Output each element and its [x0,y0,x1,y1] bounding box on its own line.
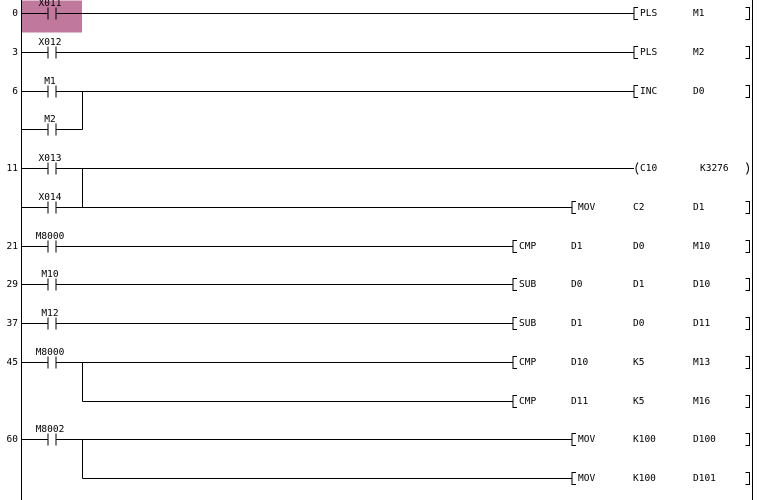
bracket-close [745,317,750,330]
instruction-op: CMP [519,241,536,252]
instruction-operand: D100 [693,434,716,445]
contact-label: M8000 [36,347,65,358]
instruction-op: INC [640,86,657,97]
bracket-open [633,7,638,20]
selection [22,0,82,33]
bracket-close [745,46,750,59]
step-number: 6 [12,86,18,97]
instruction-operand: K100 [633,434,656,445]
instruction-operand: C2 [633,202,644,213]
step-number: 21 [7,241,19,252]
instruction-operand: D1 [571,318,583,329]
instruction-op: MOV [578,434,595,445]
contact-label: M10 [41,269,58,280]
instruction-operand: D0 [633,318,645,329]
instruction-op: MOV [578,473,595,484]
contact-label: M8002 [36,424,65,435]
contact-label: X013 [39,153,62,164]
instruction-operand: M13 [693,357,710,368]
instruction-op: C10 [640,163,657,174]
instruction-operand: D1 [571,241,583,252]
contact-label: X011 [39,0,62,9]
bracket-close [745,85,750,98]
bracket-close [745,201,750,214]
instruction-op: MOV [578,202,595,213]
step-number: 11 [7,163,19,174]
bracket-open [512,317,517,330]
bracket-open [512,356,517,369]
instruction-operand: M10 [693,241,710,252]
instruction-operand: M1 [693,8,705,19]
bracket-open [571,201,576,214]
instruction-operand: D0 [571,279,583,290]
bracket-open [512,395,517,408]
instruction-operand: D101 [693,473,716,484]
bracket-close [745,278,750,291]
bracket-open [571,472,576,485]
contact-label: X014 [39,192,62,203]
instruction-operand: D10 [571,357,588,368]
contact-label: M1 [44,76,56,87]
contact-label: M8000 [36,231,65,242]
step-number: 3 [12,47,18,58]
instruction-op: SUB [519,279,536,290]
bracket-open [571,433,576,446]
instruction-operand: K3276 [700,163,729,174]
instruction-operand: D10 [693,279,710,290]
step-number: 60 [7,434,19,445]
step-number: 45 [7,357,18,368]
instruction-operand: D0 [693,86,705,97]
bracket-close [745,240,750,253]
bracket-open [633,46,638,59]
bracket-open [512,278,517,291]
bracket-open [633,85,638,98]
contact-label: X012 [39,37,62,48]
instruction-operand: D11 [571,396,588,407]
bracket-close [745,472,750,485]
coil-close [746,162,749,175]
step-number: 0 [12,8,18,19]
instruction-op: CMP [519,396,536,407]
contact-label: M2 [44,114,55,125]
instruction-operand: M2 [693,47,704,58]
bracket-close [745,356,750,369]
contact-label: M12 [41,308,58,319]
bracket-close [745,433,750,446]
instruction-op: PLS [640,47,657,58]
instruction-operand: M16 [693,396,710,407]
coil-open [635,162,639,175]
instruction-operand: K100 [633,473,656,484]
instruction-operand: D1 [693,202,705,213]
instruction-operand: K5 [633,357,644,368]
instruction-operand: K5 [633,396,644,407]
instruction-operand: D11 [693,318,710,329]
instruction-op: CMP [519,357,536,368]
step-number: 37 [7,318,18,329]
instruction-operand: D0 [633,241,645,252]
bracket-close [745,395,750,408]
bracket-close [745,7,750,20]
step-number: 29 [7,279,19,290]
instruction-operand: D1 [633,279,645,290]
instruction-op: PLS [640,8,657,19]
bracket-open [512,240,517,253]
instruction-op: SUB [519,318,536,329]
